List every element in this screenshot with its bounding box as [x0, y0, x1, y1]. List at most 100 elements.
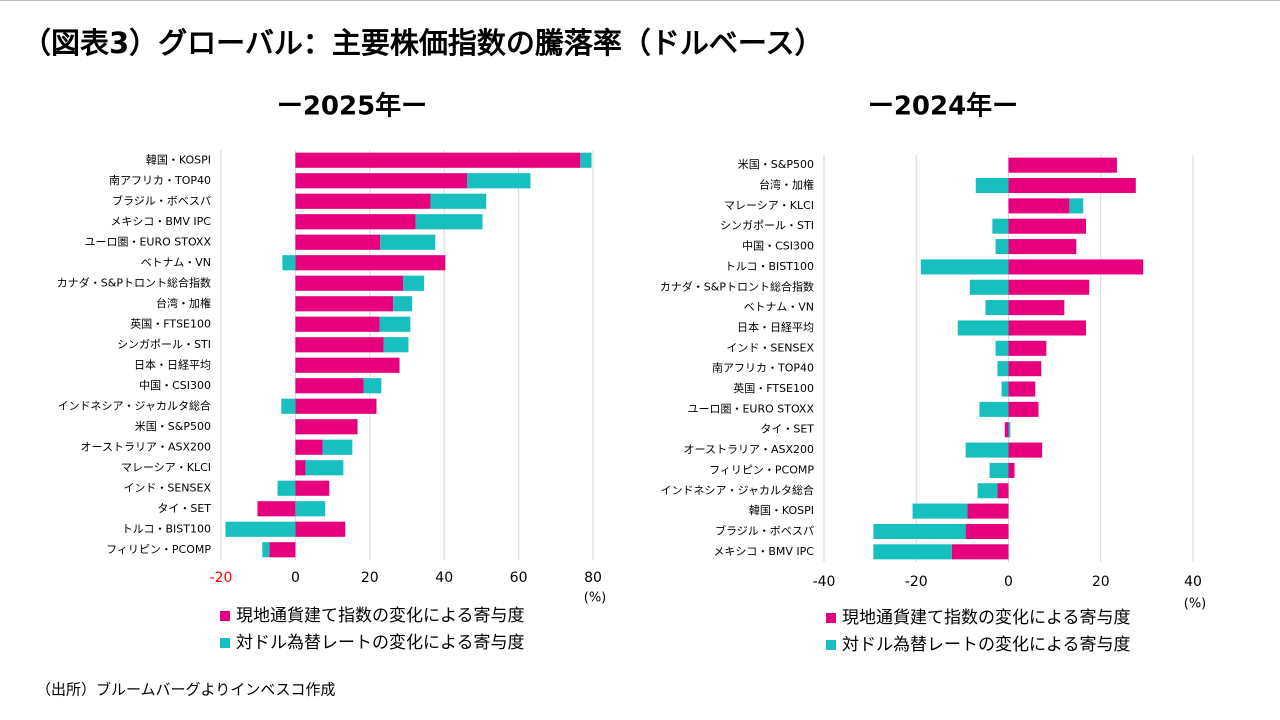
category-label: 南アフリカ・TOP40: [109, 174, 211, 187]
bar-segment: [975, 177, 1009, 194]
category-label: トルコ・BIST100: [725, 260, 814, 273]
bar-segment: [995, 340, 1009, 356]
x-tick-label: 40: [1184, 574, 1202, 590]
category-label: 米国・S&P500: [738, 158, 814, 171]
bar-segment: [965, 442, 1009, 458]
category-label: タイ・SET: [760, 423, 814, 436]
category-label: 韓国・KOSPI: [146, 153, 211, 166]
bar-segment: [873, 523, 966, 540]
category-label: ブラジル・ボベスパ: [715, 523, 814, 537]
bar-segment: [295, 419, 358, 435]
axis-unit: (%): [1184, 597, 1207, 612]
bar-segment: [1008, 177, 1136, 194]
bar-segment: [295, 337, 384, 353]
bar-segment: [282, 255, 296, 271]
bar-segment: [295, 378, 364, 394]
legend-label: 現地通貨建て指数の変化による寄与度: [236, 606, 525, 626]
bar-segment: [225, 521, 296, 537]
bar-segment: [393, 296, 413, 312]
bar-segment: [295, 501, 326, 517]
x-tick-label: 0: [1004, 574, 1013, 590]
legend-label: 対ドル為替レートの変化による寄与度: [842, 635, 1131, 655]
bar-segment: [1008, 381, 1036, 397]
category-label: 南アフリカ・TOP40: [712, 362, 814, 375]
category-label: ユーロ圏・EURO STOXX: [687, 402, 814, 415]
category-label: 台湾・加権: [156, 296, 211, 310]
bar-segment: [295, 460, 306, 476]
category-label: 米国・S&P500: [135, 420, 211, 433]
chart-title: ー2024年ー: [868, 91, 1018, 122]
category-label: ベトナム・VN: [744, 301, 814, 314]
bar-segment: [965, 523, 1009, 540]
bar-segment: [295, 316, 380, 332]
bar-segment: [1008, 422, 1011, 438]
bar-segment: [295, 255, 446, 271]
bar-segment: [997, 361, 1009, 377]
bar-segment: [989, 462, 1009, 478]
bar-segment: [295, 480, 330, 496]
bar-segment: [295, 275, 404, 291]
bar-segment: [873, 544, 952, 560]
bar-segment: [1008, 320, 1086, 336]
category-label: タイ・SET: [157, 502, 211, 515]
category-label: 中国・CSI300: [742, 240, 814, 253]
bar-segment: [295, 296, 394, 312]
category-label: メキシコ・BMV IPC: [110, 215, 211, 228]
chart-title: ー2025年ー: [277, 91, 427, 122]
category-label: シンガポール・STI: [117, 338, 211, 351]
x-tick-label: 40: [435, 570, 453, 586]
bar-segment: [985, 300, 1009, 316]
bar-segment: [992, 218, 1009, 234]
bar-segment: [277, 480, 296, 496]
bar-segment: [957, 320, 1009, 336]
bar-segment: [1069, 198, 1084, 214]
x-tick-label: -20: [905, 574, 928, 590]
axis-unit: (%): [584, 591, 607, 606]
bar-segment: [1008, 239, 1077, 255]
bar-segment: [967, 503, 1009, 519]
bar-segment: [363, 378, 382, 394]
bar-segment: [977, 483, 998, 499]
bar-segment: [1008, 340, 1047, 356]
bar-segment: [295, 357, 400, 373]
category-label: シンガポール・STI: [720, 219, 814, 232]
bar-segment: [997, 483, 1009, 499]
bar-segment: [403, 275, 425, 291]
bar-segment: [430, 193, 487, 209]
bar-segment: [969, 279, 1009, 295]
bar-segment: [995, 239, 1009, 255]
bar-segment: [295, 173, 468, 189]
bar-segment: [383, 337, 409, 353]
category-label: マレーシア・KLCI: [724, 199, 814, 212]
bar-segment: [322, 439, 353, 455]
slide-title: （図表3）グローバル：主要株価指数の騰落率（ドルベース）: [22, 26, 823, 60]
category-label: 台湾・加権: [759, 178, 814, 192]
x-tick-label: 0: [291, 570, 300, 586]
source-note: （出所）ブルームバーグよりインベスコ作成: [36, 681, 336, 699]
x-tick-label: -40: [813, 574, 836, 590]
bar-segment: [467, 173, 531, 189]
bar-segment: [295, 214, 416, 230]
category-label: インドネシア・ジャカルタ総合: [58, 398, 211, 412]
bar-segment: [1008, 157, 1117, 173]
category-label: フィリピン・PCOMP: [106, 543, 211, 556]
category-label: インドネシア・ジャカルタ総合: [661, 483, 814, 497]
bar-segment: [295, 521, 346, 537]
bar-segment: [295, 234, 381, 250]
bar-segment: [1004, 422, 1009, 438]
bar-segment: [295, 152, 581, 168]
x-tick-label: -20: [210, 570, 233, 586]
category-label: 英国・FTSE100: [733, 381, 814, 395]
category-label: 英国・FTSE100: [130, 316, 211, 330]
category-label: 中国・CSI300: [139, 379, 211, 392]
x-tick-label: 20: [1092, 574, 1110, 590]
bar-segment: [379, 316, 411, 332]
bar-segment: [1008, 300, 1065, 316]
category-label: フィリピン・PCOMP: [709, 463, 814, 476]
category-label: オーストラリア・ASX200: [81, 440, 212, 453]
legend-swatch: [826, 640, 836, 650]
bar-segment: [305, 460, 344, 476]
category-label: トルコ・BIST100: [122, 522, 211, 535]
category-label: 韓国・KOSPI: [749, 504, 814, 517]
